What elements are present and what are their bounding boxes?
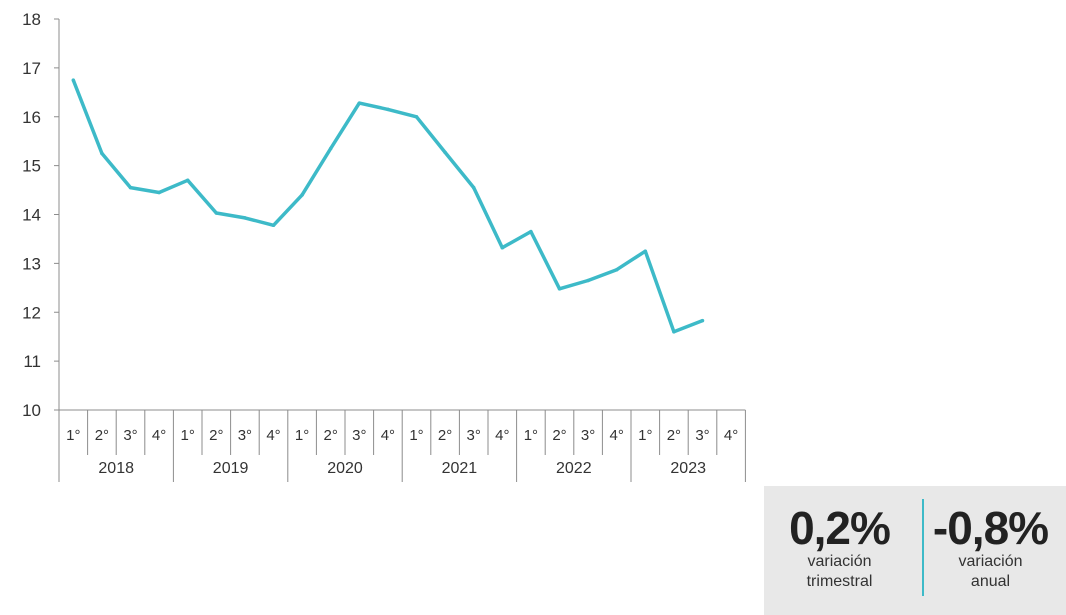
data-point (157, 190, 161, 195)
data-point (586, 278, 590, 283)
annual-variation-label-line1: variación (958, 553, 1023, 570)
data-point (71, 78, 76, 82)
y-tick-label: 10 (22, 401, 41, 420)
stats-divider (922, 499, 924, 596)
x-year-label: 2019 (213, 460, 249, 477)
x-quarter-label: 3° (352, 427, 366, 444)
data-point (500, 245, 505, 250)
x-axis: 1° 2° 3° 4° 2018 1° 2° 3° 4° 2019 1° 2° 3° 4° 2020 1° 2°… (58, 409, 746, 482)
y-tick-label: 16 (22, 108, 41, 127)
data-point (357, 101, 362, 105)
x-quarter-label: 4° (152, 427, 166, 444)
x-quarter-label: 1° (409, 427, 423, 444)
data-point (128, 185, 133, 190)
data-point (386, 107, 390, 112)
x-quarter-label: 1° (638, 427, 652, 444)
x-quarter-label: 1° (66, 427, 80, 444)
data-point (271, 223, 276, 228)
data-point (185, 178, 190, 183)
y-tick-label: 18 (22, 10, 41, 29)
x-year-label: 2018 (98, 460, 134, 477)
x-quarter-label: 3° (581, 427, 595, 444)
quarterly-variation-value: 0,2% (789, 502, 891, 554)
data-point (328, 146, 333, 151)
series-line (71, 79, 704, 334)
data-point (471, 185, 476, 190)
y-tick-label: 12 (22, 303, 41, 322)
x-quarter-label: 4° (266, 427, 280, 444)
annual-variation-label-line2: anual (970, 573, 1011, 590)
x-year-label: 2020 (327, 460, 363, 477)
stats-panel: 0,2% variación trimestral -0,8% variació… (764, 486, 1066, 615)
x-quarter-label: 2° (209, 427, 223, 444)
data-point (643, 249, 648, 253)
x-quarter-label: 2° (95, 427, 109, 444)
data-point (443, 150, 447, 155)
line-chart: 10 11 12 13 14 15 16 17 18 1° 2° 3° 4° 2018 1° 2° 3° 4° 2… (22, 10, 746, 482)
data-point (557, 287, 562, 291)
y-axis: 10 11 12 13 14 15 16 17 18 (22, 10, 60, 420)
x-quarter-label: 1° (181, 427, 195, 444)
data-point (614, 267, 619, 272)
annual-variation-stat: -0,8% variación anual (915, 504, 1066, 592)
y-tick-label: 11 (23, 352, 41, 371)
quarterly-variation-stat: 0,2% variación trimestral (764, 504, 915, 592)
annual-variation-value: -0,8% (932, 502, 1049, 554)
data-point (214, 211, 219, 215)
x-quarter-label: 3° (123, 427, 137, 444)
quarterly-variation-label-line2: trimestral (806, 573, 873, 590)
x-quarter-label: 2° (438, 427, 452, 444)
y-tick-label: 14 (22, 206, 41, 225)
y-tick-label: 15 (22, 157, 41, 176)
x-quarter-label: 3° (695, 427, 709, 444)
x-quarter-label: 2° (667, 427, 681, 444)
x-quarter-label: 1° (295, 427, 309, 444)
data-point (243, 216, 247, 220)
x-quarter-label: 2° (324, 427, 338, 444)
x-quarter-label: 4° (724, 427, 738, 444)
series-layer (71, 78, 705, 334)
data-point (414, 115, 419, 119)
y-tick-label: 17 (22, 59, 41, 78)
data-point (100, 151, 104, 156)
x-quarter-label: 4° (495, 427, 509, 444)
data-point (529, 229, 533, 234)
x-quarter-label: 1° (524, 427, 538, 444)
x-quarter-label: 4° (610, 427, 624, 444)
data-point (700, 318, 705, 323)
x-year-label: 2021 (442, 460, 478, 477)
quarterly-variation-label-line1: variación (807, 553, 872, 570)
y-tick-label: 13 (22, 254, 41, 273)
x-quarter-label: 2° (552, 427, 566, 444)
x-year-label: 2022 (556, 460, 592, 477)
x-quarter-label: 3° (467, 427, 481, 444)
data-point (300, 193, 304, 197)
x-year-label: 2023 (670, 460, 706, 477)
x-quarter-label: 3° (238, 427, 252, 444)
data-point (672, 330, 676, 334)
x-quarter-label: 4° (381, 427, 395, 444)
